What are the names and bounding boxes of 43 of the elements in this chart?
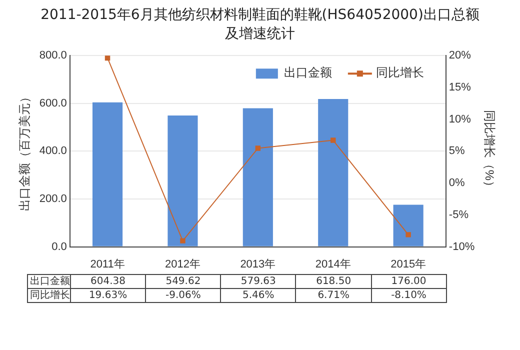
y-axis-title: 出口金额（百万美元）: [18, 91, 32, 212]
y-tick-label: 400.0: [39, 145, 67, 158]
y2-tick-label: -5%: [448, 208, 469, 221]
bar: [242, 108, 273, 246]
chart-title: 2011-2015年6月其他纺织材料制鞋面的鞋靴(HS64052000)出口总额及增速统计: [40, 6, 480, 44]
data-label: 176.00: [371, 274, 446, 288]
point: [406, 232, 411, 238]
y-tick-label: 800.0: [39, 50, 67, 62]
legend-label: 出口金额: [284, 66, 332, 80]
x-tick-label: 2014年: [315, 258, 351, 270]
x-tick-label: 2015年: [390, 258, 426, 270]
x-tick-label: 2012年: [164, 258, 200, 270]
text: 出口金额: [30, 276, 70, 287]
x-tick-label: 2013年: [240, 258, 276, 270]
y2-axis-title: 同比增长（%）: [482, 110, 496, 193]
bar: [393, 204, 424, 246]
data-label: 604.38: [70, 274, 146, 288]
point: [330, 138, 336, 143]
data-label: 5.46%: [220, 288, 296, 302]
y2-tick-label: 0%: [448, 177, 466, 190]
bar: [318, 98, 348, 246]
data-label: 579.63: [220, 274, 296, 288]
data-label: -8.10%: [371, 288, 446, 302]
bar: [92, 102, 123, 246]
data-label: 19.63%: [70, 288, 146, 302]
y2-tick-label: 20%: [448, 50, 472, 62]
y-tick-label: 0.0: [52, 240, 67, 253]
legend-label: 同比增长: [376, 66, 424, 80]
point: [255, 146, 261, 151]
data-label: 618.50: [296, 274, 372, 288]
bar: [168, 115, 198, 246]
y-tick-label: 600.0: [39, 97, 67, 110]
y2-tick-label: -10%: [448, 240, 475, 253]
y2-tick-label: 10%: [448, 113, 472, 126]
text: 同比增长: [30, 290, 70, 301]
x-tick-label: 2011年: [90, 258, 125, 270]
y2-tick-label: 15%: [448, 82, 472, 94]
y-tick-label: 200.0: [39, 193, 67, 206]
data-label: -9.06%: [146, 288, 221, 302]
point: [180, 238, 186, 244]
data-label: 6.71%: [296, 288, 372, 302]
data-label: 549.62: [146, 274, 221, 288]
y2-tick-label: 5%: [448, 145, 466, 158]
